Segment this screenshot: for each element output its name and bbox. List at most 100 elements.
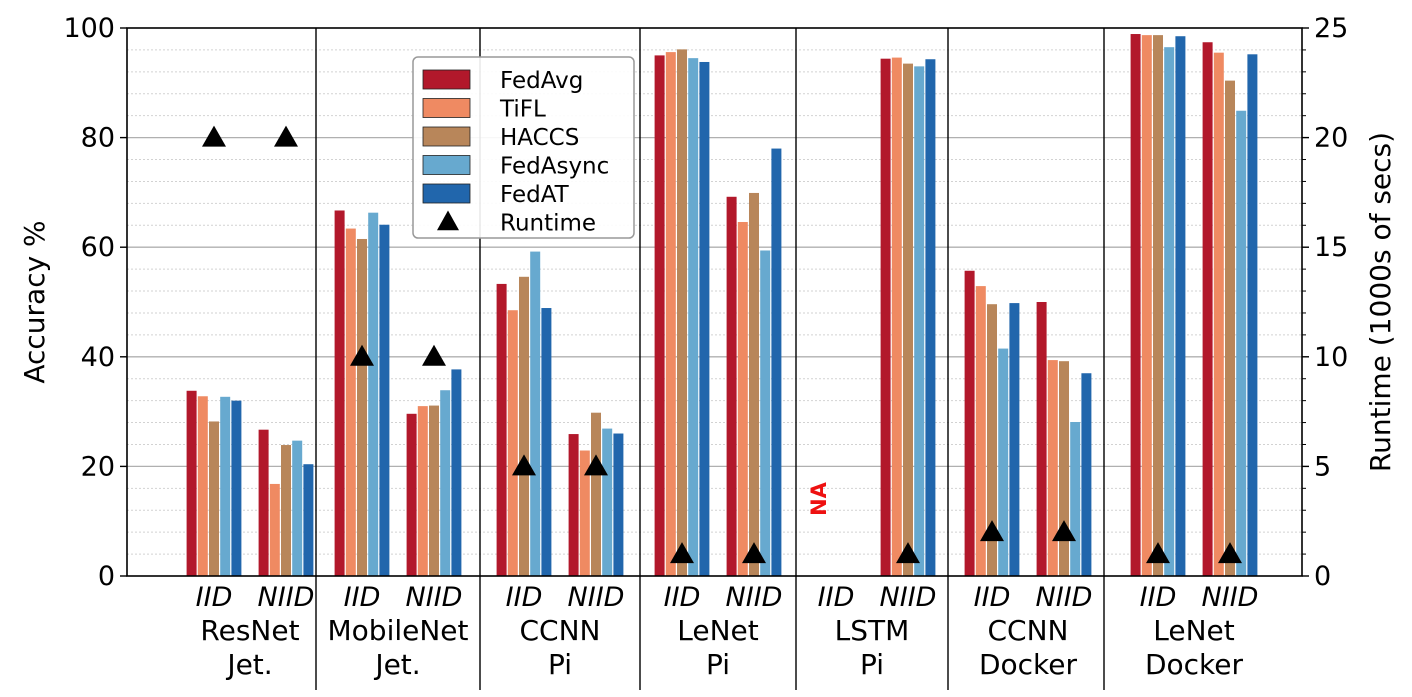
bar-fedavg <box>258 429 269 576</box>
group-model-label: MobileNet <box>328 614 469 647</box>
group-platform-label: Jet. <box>373 648 420 681</box>
bar-fedat <box>1247 54 1258 576</box>
bar-haccs <box>357 238 367 577</box>
bar-fedavg <box>568 434 579 576</box>
bar-tifl <box>665 52 676 576</box>
condition-label: IID <box>664 582 701 613</box>
runtime-marker <box>896 542 920 564</box>
bar-tifl <box>737 221 748 576</box>
runtime-marker <box>1052 520 1076 542</box>
bar-fedat <box>451 369 462 576</box>
plot-frame <box>126 27 1303 577</box>
condition-label: NIID <box>726 582 783 613</box>
group-platform-label: Docker <box>979 648 1078 681</box>
bar-fedat <box>379 224 390 576</box>
condition-label: NIID <box>258 582 315 613</box>
bar-tifl <box>1141 35 1152 576</box>
legend-swatch-fedavg <box>422 69 471 90</box>
bar-fedavg <box>496 283 507 576</box>
legend-swatch-runtime <box>437 210 459 231</box>
tick-labels: 0 20 40 60 80 100 0 5 10 15 20 25 <box>63 13 1348 592</box>
legend-label: FedAsync <box>500 154 609 180</box>
bar-haccs <box>1059 361 1069 576</box>
bar-haccs <box>519 276 529 576</box>
y2-tick-label: 0 <box>1314 561 1331 592</box>
condition-label: IID <box>1140 582 1177 613</box>
bar-fedat <box>1009 303 1020 576</box>
bar-haccs <box>1153 35 1163 576</box>
condition-label: NIID <box>568 582 625 613</box>
group-platform-label: Pi <box>860 648 884 681</box>
bar-fedasync <box>368 212 379 576</box>
bar-haccs <box>677 49 687 576</box>
bar-haccs <box>903 63 913 577</box>
runtime-marker <box>980 520 1004 542</box>
bar-fedavg <box>334 210 345 576</box>
y-tick-label: 100 <box>63 13 115 44</box>
annotations: NA <box>807 481 831 516</box>
y2-tick-label: 20 <box>1314 123 1348 154</box>
bar-tifl <box>197 396 208 576</box>
bar-fedavg <box>654 55 665 576</box>
bar-fedavg <box>1036 302 1047 576</box>
bar-haccs <box>1225 80 1235 576</box>
bar-fedat <box>925 59 936 576</box>
runtime-marker <box>742 542 766 564</box>
bar-fedat <box>1081 373 1092 576</box>
runtime-marker <box>274 125 298 147</box>
bar-fedasync <box>292 440 303 576</box>
group-platform-label: Jet. <box>225 648 272 681</box>
bar-haccs <box>281 445 291 576</box>
bar-fedasync <box>688 58 699 576</box>
bar-tifl <box>1047 360 1058 576</box>
group-platform-label: Pi <box>706 648 730 681</box>
legend-swatch-fedasync <box>422 155 471 175</box>
bar-fedasync <box>1070 422 1081 576</box>
legend-label: HACCS <box>500 125 579 151</box>
bar-fedasync <box>1164 47 1175 577</box>
bar-fedat <box>303 464 314 576</box>
group-model-label: CCNN <box>520 614 601 647</box>
runtime-marker <box>350 344 374 366</box>
condition-label: NIID <box>406 582 463 613</box>
y-tick-label: 20 <box>81 451 115 482</box>
bars <box>186 34 1258 577</box>
bar-fedat <box>613 433 624 576</box>
bar-tifl <box>345 228 356 576</box>
runtime-marker <box>1218 542 1242 564</box>
bar-fedat <box>771 148 782 576</box>
group-model-label: LeNet <box>1153 614 1235 647</box>
bar-fedat <box>699 61 710 576</box>
bar-tifl <box>507 310 518 576</box>
bar-fedasync <box>998 348 1009 576</box>
y2-tick-label: 5 <box>1314 451 1331 482</box>
group-platform-label: Pi <box>548 648 572 681</box>
group-model-label: CCNN <box>988 614 1069 647</box>
y-axis-label: Accuracy % <box>18 220 51 383</box>
runtime-marker <box>422 344 446 366</box>
bar-fedavg <box>1202 42 1213 577</box>
bar-haccs <box>591 412 601 576</box>
bar-fedasync <box>914 66 925 577</box>
legend-swatch-tifl <box>422 98 471 118</box>
bar-fedasync <box>760 250 771 576</box>
condition-label: NIID <box>1202 582 1259 613</box>
bar-tifl <box>579 450 590 576</box>
y-tick-label: 60 <box>81 232 115 263</box>
bar-fedat <box>1175 36 1186 577</box>
bar-fedavg <box>406 413 417 576</box>
bar-fedavg <box>726 196 737 576</box>
legend-swatch-haccs <box>422 126 471 147</box>
bar-haccs <box>429 405 439 576</box>
condition-label: IID <box>506 582 543 613</box>
bar-fedasync <box>220 396 231 576</box>
bar-tifl <box>975 286 986 576</box>
bar-fedavg <box>186 390 197 576</box>
y2-tick-label: 25 <box>1314 13 1348 44</box>
bar-haccs <box>749 192 759 576</box>
condition-label: NIID <box>1036 582 1093 613</box>
bar-tifl <box>1213 52 1224 577</box>
legend-label: Runtime <box>500 211 596 237</box>
